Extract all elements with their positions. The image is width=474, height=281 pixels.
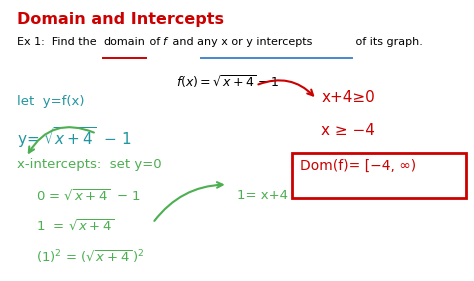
Text: Domain and Intercepts: Domain and Intercepts — [17, 12, 224, 28]
Text: 1= x+4: 1= x+4 — [237, 189, 288, 202]
Text: 1  = $\sqrt{x+4}$: 1 = $\sqrt{x+4}$ — [36, 219, 114, 234]
Text: of: of — [146, 37, 164, 47]
Text: of its graph.: of its graph. — [352, 37, 423, 47]
Text: x ≥ −4: x ≥ −4 — [321, 123, 375, 138]
Text: $(1)^2$ = $(\sqrt{x+4}\,)^2$: $(1)^2$ = $(\sqrt{x+4}\,)^2$ — [36, 249, 144, 266]
Text: 0 = $\sqrt{x+4}$  $-$ 1: 0 = $\sqrt{x+4}$ $-$ 1 — [36, 189, 141, 204]
Text: and any x or y intercepts: and any x or y intercepts — [169, 37, 312, 47]
Text: $f(x) = \sqrt{x + 4} - 1$: $f(x) = \sqrt{x + 4} - 1$ — [176, 73, 279, 90]
Text: domain: domain — [103, 37, 146, 47]
Text: let  y=f(x): let y=f(x) — [17, 95, 84, 108]
Text: x-intercepts:  set y=0: x-intercepts: set y=0 — [17, 158, 162, 171]
Text: f: f — [162, 37, 166, 47]
Text: y= $\sqrt{x+4}$  $-$ 1: y= $\sqrt{x+4}$ $-$ 1 — [17, 125, 132, 150]
Text: Ex 1:  Find the: Ex 1: Find the — [17, 37, 100, 47]
Text: Dom(f)= [−4, ∞): Dom(f)= [−4, ∞) — [300, 158, 416, 173]
Text: x+4≥0: x+4≥0 — [321, 90, 375, 105]
